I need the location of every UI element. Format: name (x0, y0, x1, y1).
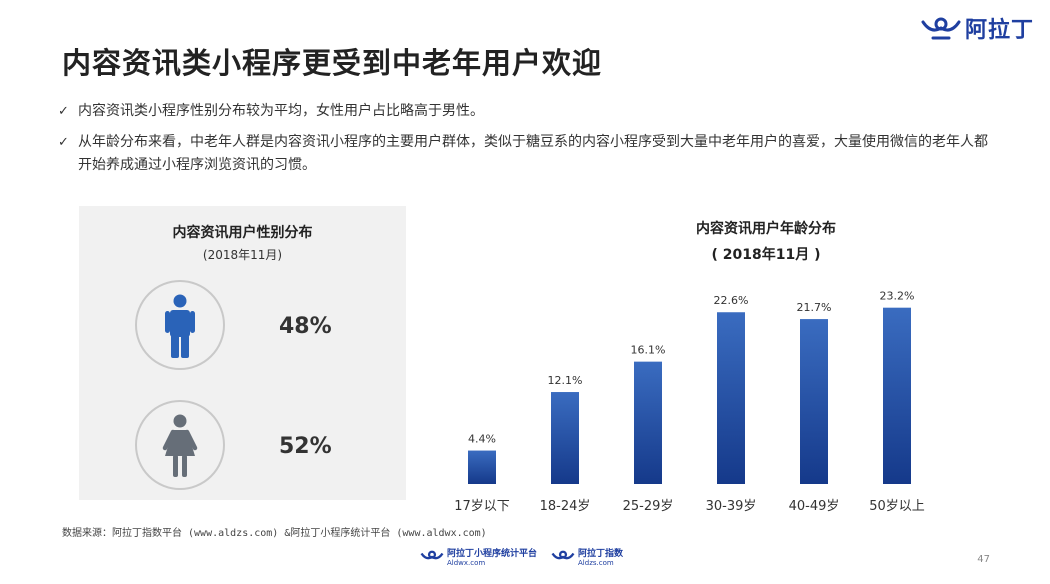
footer-logo-url: Aldwx.com (447, 559, 486, 567)
checkmark-icon: ✓ (58, 104, 69, 119)
bullet-item: ✓ 从年龄分布来看，中老年人群是内容资讯小程序的主要用户群体，类似于糖豆系的内容… (58, 131, 998, 177)
lamp-icon (921, 17, 961, 40)
bullet-item: ✓ 内容资讯类小程序性别分布较为平均，女性用户占比略高于男性。 (58, 100, 998, 123)
gender-panel-subtitle: (2018年11月) (202, 248, 283, 262)
bullet-list: ✓ 内容资讯类小程序性别分布较为平均，女性用户占比略高于男性。 ✓ 从年龄分布来… (58, 100, 998, 185)
data-label: 22.6% (714, 294, 749, 307)
data-label: 12.1% (548, 374, 583, 387)
category-label: 17岁以下 (454, 499, 510, 514)
data-label: 16.1% (631, 344, 666, 357)
footer-logo-url: Aldzs.com (578, 559, 614, 567)
brand-name: 阿拉丁 (964, 18, 1034, 43)
bar-25-29岁 (634, 361, 662, 484)
footer-logo-aldwx: 阿拉丁小程序统计平台 Aldwx.com (420, 546, 537, 567)
page-number: 47 (977, 554, 990, 565)
bar-17岁以下 (468, 450, 496, 484)
footer-logos: 阿拉丁小程序统计平台 Aldwx.com 阿拉丁指数 Aldzs.com (420, 546, 623, 567)
age-bar-chart: 4.4% 17岁以下 12.1% 18-24岁 16.1% 25-29岁 22.6% 30-3… (454, 290, 925, 514)
data-source: 数据来源：阿拉丁指数平台 (www.aldzs.com) &阿拉丁小程序统计平台… (62, 528, 487, 539)
bullet-text: 从年龄分布来看，中老年人群是内容资讯小程序的主要用户群体，类似于糖豆系的内容小程… (78, 134, 988, 173)
lamp-icon (420, 550, 444, 559)
chart-subtitle: ( 2018年11月 ) (711, 247, 821, 263)
male-circle (135, 280, 225, 370)
male-percentage: 48% (279, 314, 332, 339)
category-label: 40-49岁 (789, 499, 840, 514)
gender-panel: 内容资讯用户性别分布 (2018年11月) 48% 52% (79, 206, 406, 500)
bar-50岁以上 (883, 307, 911, 484)
brand-logo: 阿拉丁 (921, 12, 1034, 44)
chart-title: 内容资讯用户年龄分布 (696, 221, 836, 237)
data-label: 21.7% (797, 301, 832, 314)
footer-logo-aldzs: 阿拉丁指数 Aldzs.com (551, 546, 623, 567)
category-label: 25-29岁 (623, 499, 674, 514)
checkmark-icon: ✓ (58, 135, 69, 150)
footer-logo-name: 阿拉丁小程序统计平台 (447, 549, 538, 559)
category-label: 50岁以上 (869, 499, 925, 514)
data-label: 23.2% (880, 290, 915, 303)
footer-logo-name: 阿拉丁指数 (578, 549, 624, 559)
female-icon (162, 414, 198, 477)
bar-18-24岁 (551, 392, 579, 484)
category-label: 30-39岁 (706, 499, 757, 514)
category-label: 18-24岁 (540, 499, 591, 514)
male-icon (165, 294, 195, 358)
data-label: 4.4% (468, 433, 496, 446)
bar-30-39岁 (717, 312, 745, 484)
lamp-icon (551, 550, 575, 559)
gender-panel-title: 内容资讯用户性别分布 (172, 225, 313, 241)
bullet-text: 内容资讯类小程序性别分布较为平均，女性用户占比略高于男性。 (78, 103, 484, 119)
female-circle (135, 400, 225, 490)
female-percentage: 52% (279, 434, 332, 459)
page-title: 内容资讯类小程序更受到中老年用户欢迎 (62, 46, 603, 80)
bar-40-49岁 (800, 319, 828, 484)
